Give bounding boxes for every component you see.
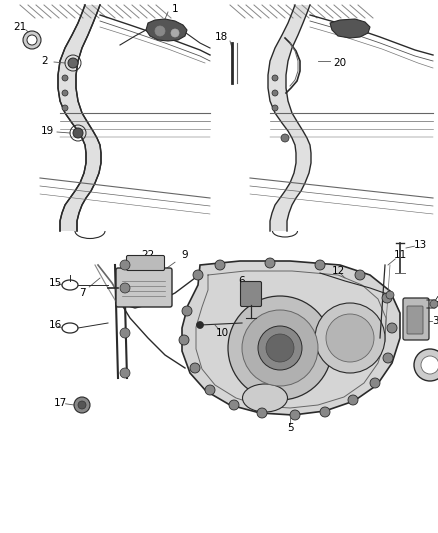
Circle shape <box>421 356 438 374</box>
Circle shape <box>229 400 239 410</box>
Circle shape <box>182 306 192 316</box>
Circle shape <box>272 105 278 111</box>
Circle shape <box>74 397 90 413</box>
Circle shape <box>315 260 325 270</box>
Circle shape <box>242 310 318 386</box>
Circle shape <box>430 300 438 308</box>
Polygon shape <box>268 5 311 231</box>
Circle shape <box>193 270 203 280</box>
Circle shape <box>27 35 37 45</box>
Circle shape <box>272 90 278 96</box>
Text: 3: 3 <box>432 316 438 326</box>
Text: 16: 16 <box>48 320 62 330</box>
Ellipse shape <box>243 384 287 412</box>
Circle shape <box>228 296 332 400</box>
Circle shape <box>62 90 68 96</box>
Circle shape <box>205 385 215 395</box>
Text: 11: 11 <box>393 250 406 260</box>
Circle shape <box>68 58 78 68</box>
Circle shape <box>265 258 275 268</box>
Circle shape <box>190 363 200 373</box>
Text: 2: 2 <box>42 56 48 66</box>
Circle shape <box>120 328 130 338</box>
Text: 22: 22 <box>141 250 155 260</box>
Circle shape <box>382 293 392 303</box>
Text: 9: 9 <box>182 250 188 260</box>
Circle shape <box>78 401 86 409</box>
Text: 20: 20 <box>333 58 346 68</box>
Text: 1: 1 <box>172 4 178 14</box>
Polygon shape <box>182 261 400 415</box>
Polygon shape <box>146 19 187 41</box>
FancyBboxPatch shape <box>403 298 429 340</box>
Text: 5: 5 <box>287 423 293 433</box>
Text: 4: 4 <box>434 296 438 306</box>
Circle shape <box>23 31 41 49</box>
Circle shape <box>62 75 68 81</box>
Polygon shape <box>58 5 101 231</box>
Circle shape <box>215 260 225 270</box>
Circle shape <box>179 335 189 345</box>
Circle shape <box>120 368 130 378</box>
Circle shape <box>266 334 294 362</box>
Circle shape <box>155 26 165 36</box>
Text: 7: 7 <box>79 288 85 298</box>
Circle shape <box>62 105 68 111</box>
Circle shape <box>348 395 358 405</box>
Polygon shape <box>330 19 370 38</box>
Circle shape <box>370 378 380 388</box>
Circle shape <box>414 349 438 381</box>
Text: 13: 13 <box>413 240 427 250</box>
Text: 6: 6 <box>239 276 245 286</box>
Circle shape <box>120 283 130 293</box>
Circle shape <box>73 128 83 138</box>
FancyBboxPatch shape <box>407 306 423 334</box>
Text: 15: 15 <box>48 278 62 288</box>
Text: 8: 8 <box>432 360 438 370</box>
Text: 17: 17 <box>53 398 67 408</box>
Circle shape <box>257 408 267 418</box>
Circle shape <box>290 410 300 420</box>
Text: 19: 19 <box>40 126 53 136</box>
Circle shape <box>383 353 393 363</box>
Circle shape <box>386 291 394 299</box>
Text: 21: 21 <box>14 22 27 32</box>
Circle shape <box>315 303 385 373</box>
FancyBboxPatch shape <box>116 268 172 307</box>
Circle shape <box>281 134 289 142</box>
Circle shape <box>258 326 302 370</box>
Text: 18: 18 <box>215 32 228 42</box>
Circle shape <box>171 29 179 37</box>
Circle shape <box>387 323 397 333</box>
Circle shape <box>320 407 330 417</box>
Text: 12: 12 <box>332 266 345 276</box>
Circle shape <box>197 321 204 328</box>
Circle shape <box>272 75 278 81</box>
Circle shape <box>355 270 365 280</box>
FancyBboxPatch shape <box>240 281 261 306</box>
Text: 10: 10 <box>215 328 229 338</box>
Circle shape <box>120 260 130 270</box>
FancyBboxPatch shape <box>127 255 165 271</box>
Circle shape <box>326 314 374 362</box>
